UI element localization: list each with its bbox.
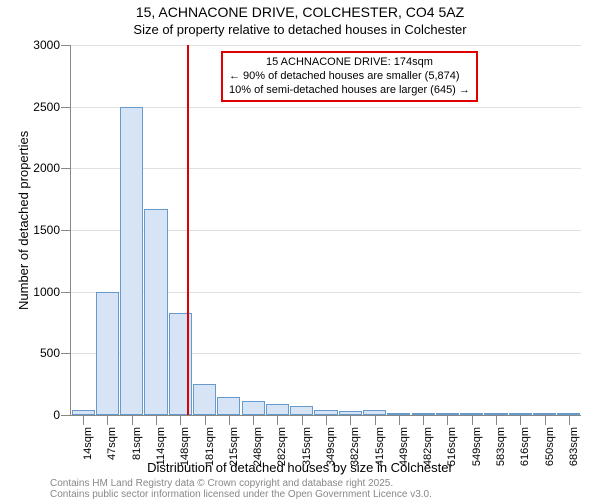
- x-tick-label: 415sqm: [374, 427, 386, 477]
- histogram-bar: [144, 209, 167, 415]
- y-tick: [61, 168, 71, 169]
- y-tick: [61, 353, 71, 354]
- x-tick-label: 616sqm: [519, 427, 531, 477]
- x-tick: [132, 415, 133, 425]
- y-tick-label: 500: [10, 346, 60, 360]
- x-tick: [205, 415, 206, 425]
- x-tick: [277, 415, 278, 425]
- x-tick-label: 14sqm: [82, 427, 94, 477]
- histogram-bar: [96, 292, 119, 415]
- x-tick-label: 315sqm: [301, 427, 313, 477]
- annotation-line: 10% of semi-detached houses are larger (…: [229, 84, 470, 98]
- x-tick-label: 181sqm: [204, 427, 216, 477]
- x-tick-label: 148sqm: [179, 427, 191, 477]
- x-tick-label: 382sqm: [349, 427, 361, 477]
- x-tick: [399, 415, 400, 425]
- x-tick: [447, 415, 448, 425]
- x-tick: [496, 415, 497, 425]
- y-tick: [61, 415, 71, 416]
- x-tick-label: 516sqm: [446, 427, 458, 477]
- x-tick-label: 650sqm: [544, 427, 556, 477]
- footer-line-2: Contains public sector information licen…: [50, 489, 432, 500]
- plot-area: 15 ACHNACONE DRIVE: 174sqm← 90% of detac…: [70, 45, 581, 416]
- chart-title: 15, ACHNACONE DRIVE, COLCHESTER, CO4 5AZ: [0, 4, 600, 20]
- x-tick: [253, 415, 254, 425]
- x-tick: [520, 415, 521, 425]
- x-tick: [326, 415, 327, 425]
- x-tick: [83, 415, 84, 425]
- x-tick-label: 282sqm: [276, 427, 288, 477]
- x-tick: [180, 415, 181, 425]
- property-size-chart: 15, ACHNACONE DRIVE, COLCHESTER, CO4 5AZ…: [0, 0, 600, 500]
- gridline: [71, 107, 581, 108]
- y-tick: [61, 230, 71, 231]
- x-tick-label: 47sqm: [106, 427, 118, 477]
- x-tick: [569, 415, 570, 425]
- y-tick-label: 2500: [10, 100, 60, 114]
- chart-subtitle: Size of property relative to detached ho…: [0, 22, 600, 37]
- y-tick: [61, 292, 71, 293]
- gridline: [71, 168, 581, 169]
- annotation-box: 15 ACHNACONE DRIVE: 174sqm← 90% of detac…: [221, 51, 478, 102]
- x-tick-label: 449sqm: [398, 427, 410, 477]
- x-tick-label: 683sqm: [568, 427, 580, 477]
- x-tick-label: 114sqm: [155, 427, 167, 477]
- y-tick-label: 3000: [10, 38, 60, 52]
- x-tick-label: 349sqm: [325, 427, 337, 477]
- gridline: [71, 45, 581, 46]
- x-tick: [107, 415, 108, 425]
- x-tick: [229, 415, 230, 425]
- x-tick: [545, 415, 546, 425]
- histogram-bar: [217, 397, 240, 416]
- x-tick-label: 482sqm: [422, 427, 434, 477]
- y-tick-label: 0: [10, 408, 60, 422]
- histogram-bar: [242, 401, 265, 415]
- x-tick: [423, 415, 424, 425]
- x-tick: [375, 415, 376, 425]
- histogram-bar: [290, 406, 313, 415]
- x-tick: [472, 415, 473, 425]
- annotation-line: ← 90% of detached houses are smaller (5,…: [229, 70, 470, 84]
- x-tick-label: 549sqm: [471, 427, 483, 477]
- footer-line-1: Contains HM Land Registry data © Crown c…: [50, 478, 432, 489]
- y-tick: [61, 45, 71, 46]
- x-tick-label: 248sqm: [252, 427, 264, 477]
- y-axis-label: Number of detached properties: [16, 131, 31, 310]
- chart-footer: Contains HM Land Registry data © Crown c…: [50, 478, 432, 500]
- histogram-bar: [193, 384, 216, 415]
- x-tick-label: 81sqm: [131, 427, 143, 477]
- histogram-bar: [120, 107, 143, 415]
- y-tick-label: 2000: [10, 161, 60, 175]
- x-tick: [302, 415, 303, 425]
- y-tick: [61, 107, 71, 108]
- reference-line: [187, 45, 189, 415]
- y-tick-label: 1000: [10, 285, 60, 299]
- x-tick: [350, 415, 351, 425]
- annotation-title: 15 ACHNACONE DRIVE: 174sqm: [229, 56, 470, 70]
- x-tick-label: 215sqm: [228, 427, 240, 477]
- histogram-bar: [266, 404, 289, 415]
- y-tick-label: 1500: [10, 223, 60, 237]
- x-tick: [156, 415, 157, 425]
- x-tick-label: 583sqm: [495, 427, 507, 477]
